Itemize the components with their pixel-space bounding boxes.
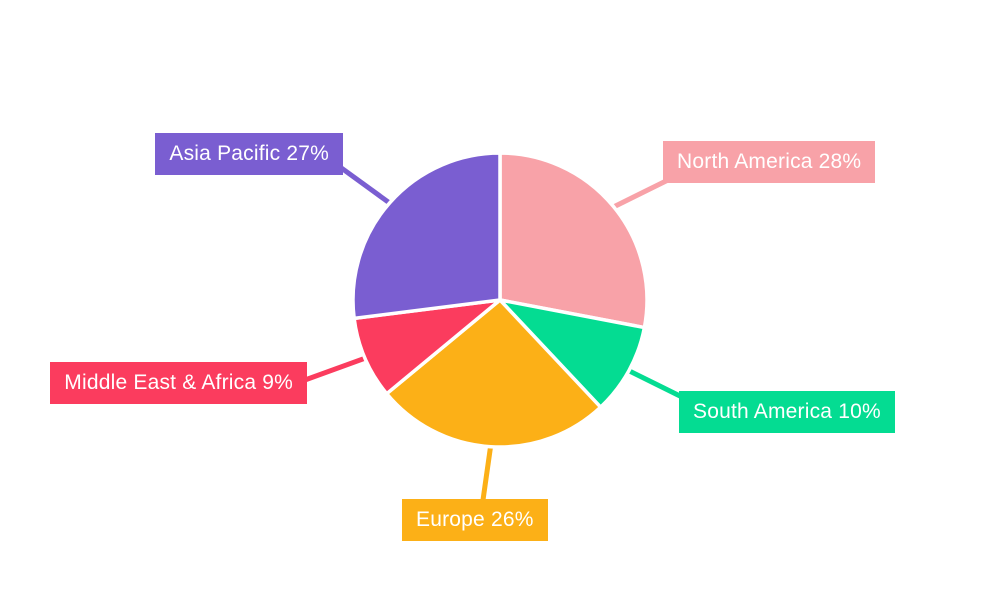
leader-line-asia-pacific bbox=[338, 164, 394, 207]
pie-slice-south-america[interactable] bbox=[498, 298, 647, 409]
pie-label-north-america[interactable]: North America 28% bbox=[663, 141, 876, 183]
pie-slice-north-america[interactable] bbox=[498, 151, 649, 330]
pie-slice-asia-pacific[interactable] bbox=[351, 151, 502, 321]
pie-label-south-america[interactable]: South America 10% bbox=[679, 391, 895, 433]
pie-label-middle-east-africa[interactable]: Middle East & Africa 9% bbox=[50, 362, 307, 404]
pie-slice-europe[interactable] bbox=[384, 298, 603, 449]
leader-line-middle-east-africa bbox=[304, 354, 369, 383]
pie-label-asia-pacific[interactable]: Asia Pacific 27% bbox=[155, 133, 343, 175]
pie-label-europe[interactable]: Europe 26% bbox=[402, 499, 548, 541]
leader-line-north-america bbox=[609, 177, 670, 211]
leader-line-europe bbox=[480, 443, 494, 501]
leader-line-south-america bbox=[625, 367, 686, 401]
